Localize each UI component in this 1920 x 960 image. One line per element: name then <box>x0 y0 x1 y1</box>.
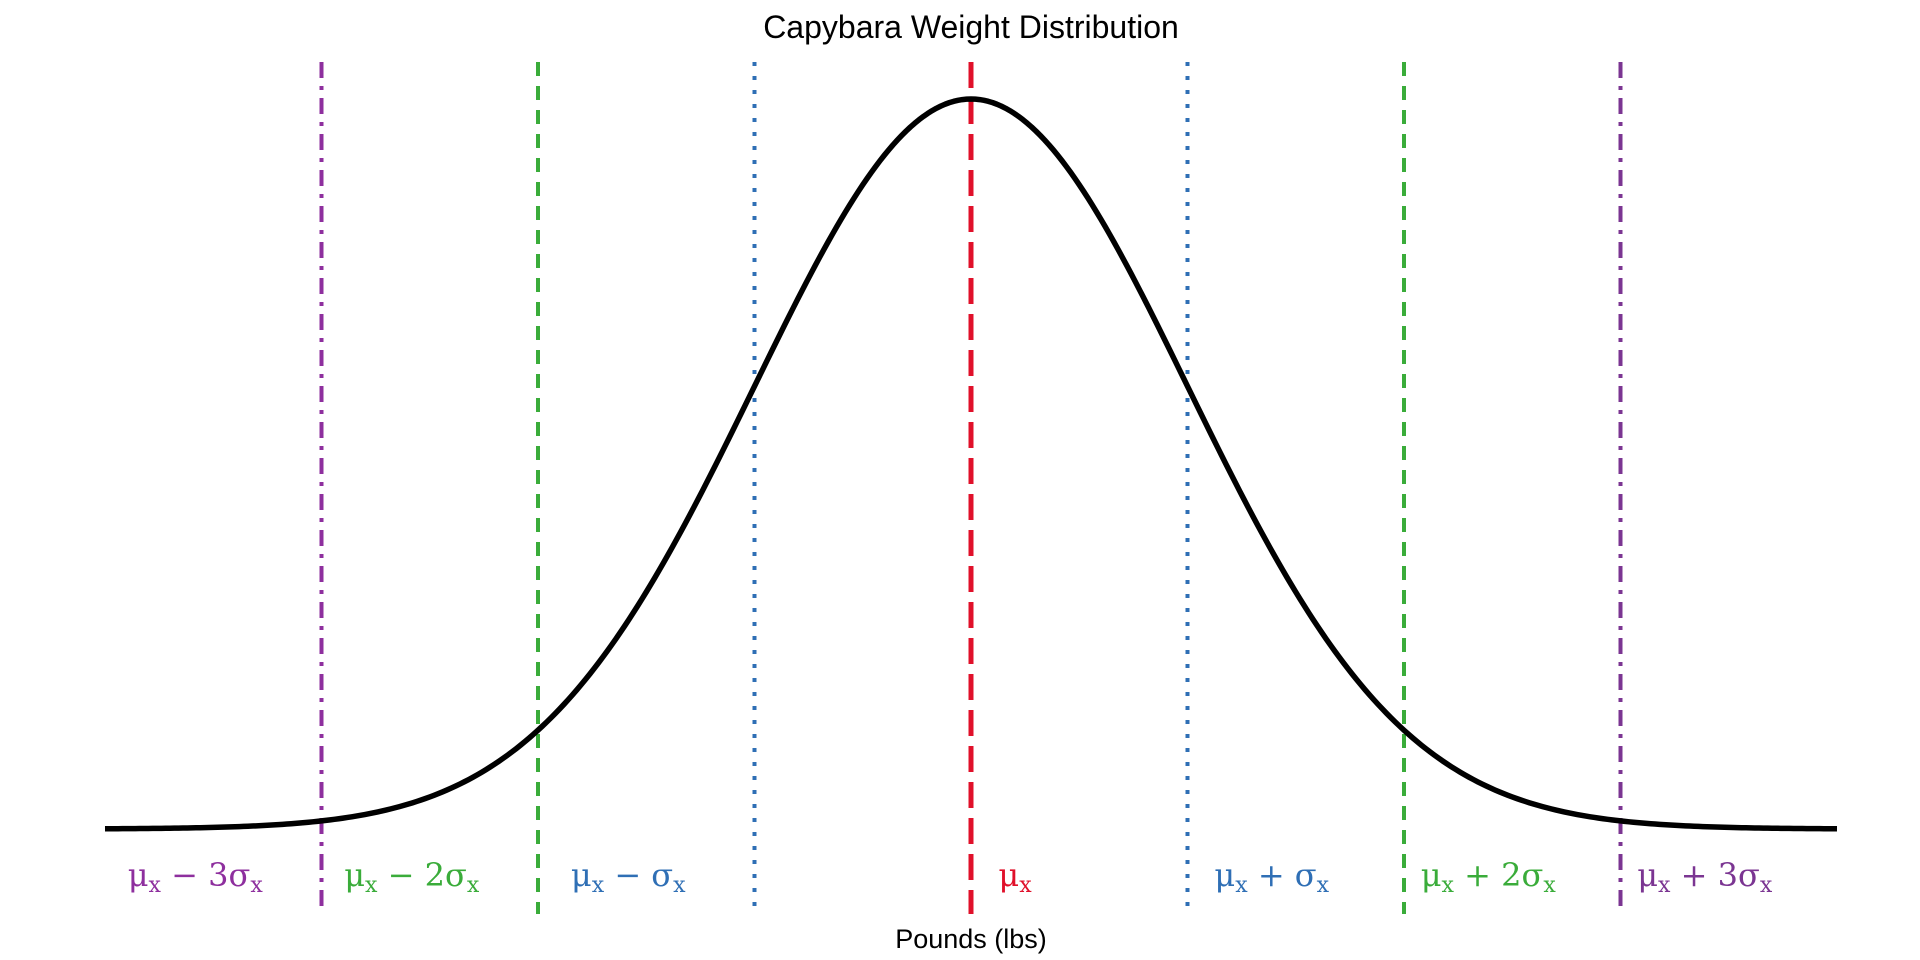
density-curve <box>104 96 1838 832</box>
chart-title: Capybara Weight Distribution <box>763 9 1179 45</box>
reference-label-3: μx <box>998 856 1032 898</box>
reference-labels: μx − 3σx μx − 2σx μx − σx μx μx + σx μx + 2σx… <box>128 856 1773 898</box>
reference-label-4: μx + σx <box>1214 856 1329 898</box>
reference-label-6: μx + 3σx <box>1637 856 1773 898</box>
reference-label-1: μx − 2σx <box>344 856 480 898</box>
reference-label-5: μx + 2σx <box>1421 856 1557 898</box>
x-axis-label: Pounds (lbs) <box>895 924 1047 954</box>
reference-lines <box>319 62 1623 914</box>
reference-label-2: μx − σx <box>571 856 686 898</box>
reference-label-0: μx − 3σx <box>128 856 264 898</box>
